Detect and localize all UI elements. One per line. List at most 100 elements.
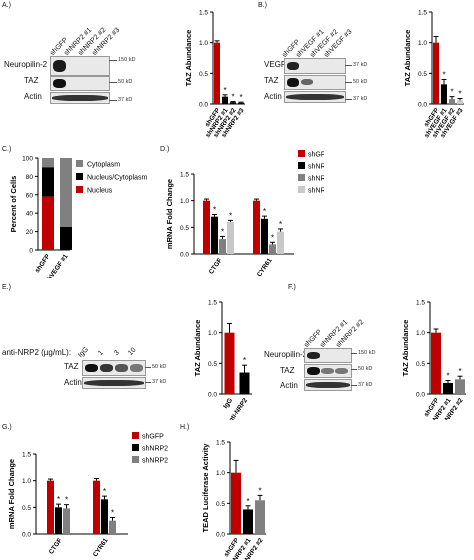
x-tick-label: CTGF [48, 537, 64, 556]
blot-band [321, 368, 334, 374]
y-tick-label: 0.0 [208, 392, 217, 399]
significance-star: * [103, 487, 106, 496]
legend-label: shNRP2 #1 [308, 164, 324, 171]
marker-line [345, 65, 352, 66]
legend-swatch [298, 162, 305, 169]
marker-label: 37 kD [353, 62, 368, 68]
legend-swatch [76, 173, 83, 180]
marker-line [345, 82, 352, 83]
significance-star: * [258, 486, 261, 495]
marker-line [351, 385, 357, 386]
legend-label: shGFP [308, 152, 324, 159]
significance-star: * [239, 93, 242, 102]
y-tick-label: 1.0 [199, 40, 208, 47]
blot-a-row-label: TAZ [24, 76, 39, 85]
blot-e-row-label: Actin [64, 378, 82, 387]
blot-e-lane-label: 3 [113, 349, 121, 357]
panel-label-f: F.) [288, 284, 296, 291]
bar [47, 480, 54, 534]
y-tick-label: 0.0 [216, 532, 225, 539]
legend-label: Nucleus/Cytoplasm [87, 175, 147, 182]
y-tick-label: 0.5 [416, 361, 425, 368]
marker-label: 50 kD [152, 364, 167, 370]
marker-label: 50 kD [358, 366, 373, 372]
blot-e-lane-label: IgG [77, 346, 90, 359]
panel-label-e: E.) [2, 284, 11, 291]
bar [230, 102, 236, 104]
blot-b-strip-taz [284, 75, 346, 90]
legend-swatch [76, 160, 83, 167]
y-axis-label: mRNA Fold Change [165, 179, 174, 249]
blot-e: anti-NRP2 (µg/mL): IgG 1 3 10 TAZ Actin … [0, 330, 180, 390]
bar [231, 472, 241, 534]
y-tick-label: 0.5 [418, 71, 427, 78]
panel-label-a: A.) [2, 2, 11, 9]
blot-e-treatment-label: anti-NRP2 (µg/mL): [2, 348, 72, 357]
marker-line [109, 82, 117, 83]
blot-b-row-label: Actin [264, 92, 282, 101]
y-tick-label: 100 [22, 156, 33, 163]
bar [224, 332, 235, 394]
marker-line [351, 369, 357, 370]
y-tick-label: 1.5 [216, 440, 225, 447]
blot-band [53, 79, 66, 88]
bar [238, 102, 244, 104]
significance-star: * [223, 86, 226, 95]
blot-band [100, 364, 113, 372]
blot-e-strip-taz [82, 360, 146, 376]
marker-label: 150 kD [118, 57, 136, 63]
y-axis-label: TAZ Abundance [193, 320, 202, 377]
legend-swatch [132, 456, 139, 463]
y-tick-label: 40 [26, 211, 34, 218]
blot-band [306, 382, 350, 388]
y-tick-label: 0.5 [216, 501, 225, 508]
marker-label: 37 kD [118, 97, 133, 103]
significance-star: * [229, 211, 232, 220]
y-tick-label: 1.0 [208, 330, 217, 337]
significance-star: * [111, 508, 114, 517]
significance-star: * [57, 495, 60, 504]
bar [269, 244, 276, 254]
y-tick-label: 1.5 [22, 452, 31, 459]
legend-label: Nucleus [87, 188, 113, 195]
y-tick-label: 1.0 [418, 40, 427, 47]
blot-a-row-label: Actin [24, 92, 42, 101]
blot-f-strip-taz [304, 364, 352, 378]
blot-a-row-label: Neuropilin-2 [4, 60, 48, 69]
marker-line [345, 99, 352, 100]
bar [101, 499, 108, 534]
significance-star: * [279, 220, 282, 229]
y-tick-label: 80 [26, 174, 34, 181]
bar [239, 372, 250, 394]
panel-label-b: B.) [258, 2, 267, 9]
bar [109, 520, 116, 534]
blot-f-row-label: TAZ [280, 366, 295, 375]
significance-star: * [213, 206, 216, 215]
panel-label-c: C.) [2, 146, 12, 153]
y-tick-label: 0.0 [416, 392, 425, 399]
bar [253, 200, 260, 254]
legend-swatch [298, 174, 305, 181]
significance-star: * [65, 496, 68, 505]
y-tick-label: 0.5 [22, 505, 31, 512]
bar [431, 332, 441, 394]
y-axis-label: Percent of Cells [9, 176, 18, 233]
legend-label: shNRP2 #2 [308, 176, 324, 183]
y-tick-label: 20 [26, 229, 34, 236]
blot-a-strip-actin [50, 92, 110, 104]
chart-g: 0.0 0.5 1.0 1.5 mRNA Fold Change * * CTGF * * CYR6… [7, 432, 170, 558]
blot-f: shGFP shNRP2 #1 shNRP2 #2 Neuropilin-2 T… [264, 296, 388, 396]
y-tick-label: 60 [26, 192, 34, 199]
y-tick-label: 0.5 [180, 225, 189, 232]
blot-band [52, 95, 108, 101]
blot-band [115, 364, 128, 372]
blot-e-row-label: TAZ [64, 362, 79, 371]
panel-label-d: D.) [160, 146, 170, 153]
blot-band [130, 364, 143, 372]
legend-swatch [132, 444, 139, 451]
y-tick-label: 0.0 [22, 532, 31, 539]
legend-label: shGFP [142, 434, 164, 441]
blot-f-strip-nrp2 [304, 348, 352, 363]
